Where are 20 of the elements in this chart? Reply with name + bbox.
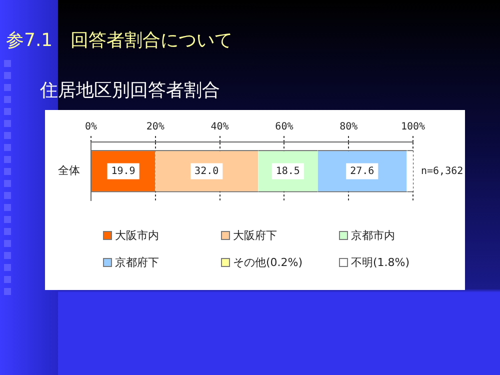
chart-subtitle: 住居地区別回答者割合 bbox=[40, 79, 220, 102]
legend-label: 大阪府下 bbox=[233, 228, 277, 243]
x-tick-label: 0% bbox=[84, 122, 98, 133]
data-label: 19.9 bbox=[111, 166, 136, 177]
y-tick-label: 全体 bbox=[58, 164, 80, 178]
x-tick-label: 20% bbox=[146, 122, 164, 133]
x-tick-label: 100% bbox=[400, 122, 426, 133]
legend-label: その他(0.2%) bbox=[233, 255, 303, 270]
text: n=6,362 bbox=[421, 166, 464, 177]
x-tick-label: 40% bbox=[210, 122, 229, 133]
legend-label: 不明(1.8%) bbox=[351, 255, 410, 270]
data-label: 18.5 bbox=[276, 166, 300, 177]
legend-label: 京都府下 bbox=[115, 255, 159, 270]
legend-label: 大阪市内 bbox=[115, 228, 159, 243]
chart-title: 参7.1 回答者割合について bbox=[6, 29, 233, 52]
data-label: 27.6 bbox=[350, 166, 374, 177]
x-tick-label: 80% bbox=[340, 122, 358, 133]
data-label: 32.0 bbox=[194, 166, 219, 177]
x-tick-label: 60% bbox=[275, 122, 294, 133]
legend-label: 京都市内 bbox=[351, 228, 395, 243]
